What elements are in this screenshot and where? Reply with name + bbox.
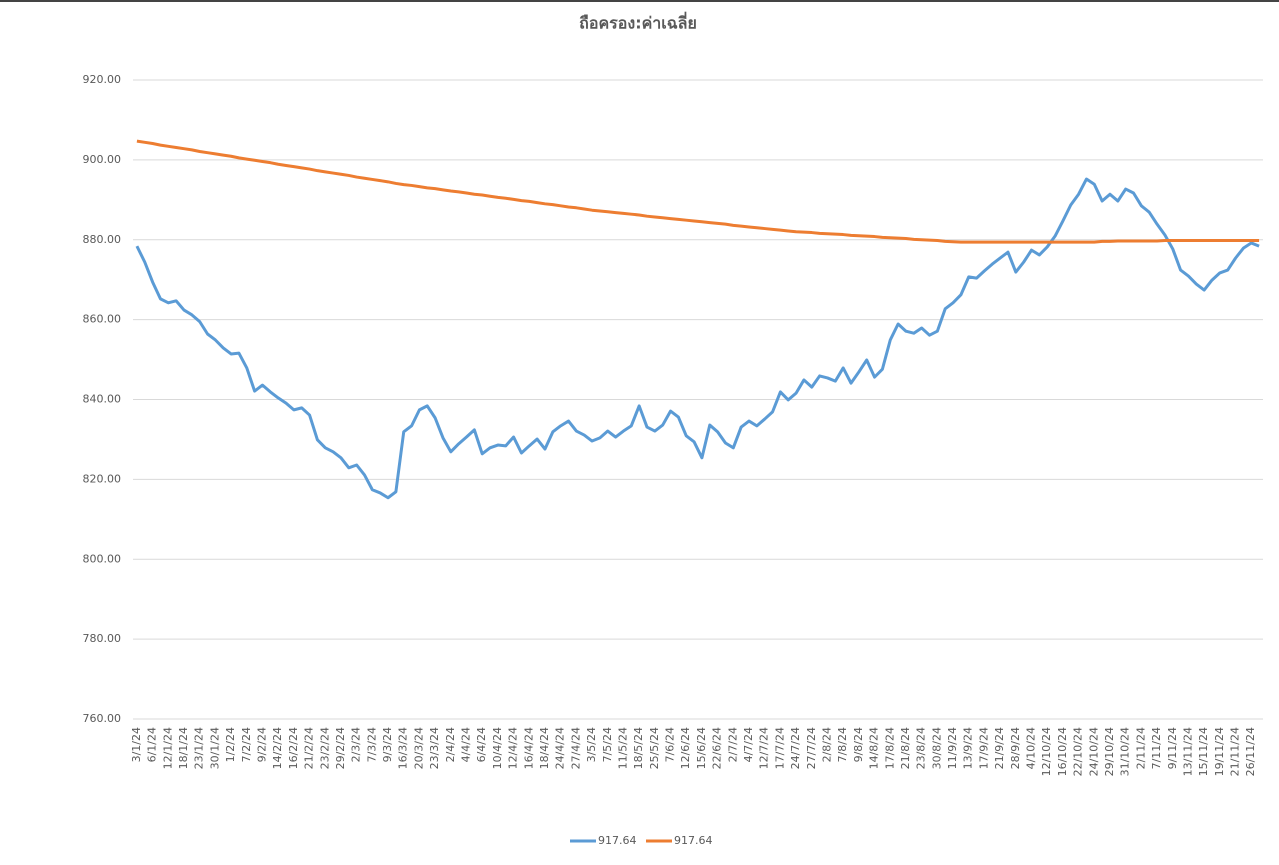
- x-tick-label: 14/2/24: [271, 727, 284, 769]
- x-tick-label: 12/6/24: [679, 727, 692, 769]
- x-tick-label: 2/8/24: [820, 727, 833, 762]
- x-tick-label: 7/8/24: [836, 727, 849, 762]
- x-tick-label: 13/9/24: [962, 727, 975, 769]
- x-tick-label: 22/10/24: [1072, 727, 1085, 776]
- x-tick-label: 16/10/24: [1056, 727, 1069, 776]
- series-line: [136, 139, 1260, 244]
- x-tick-label: 21/9/24: [993, 727, 1006, 769]
- x-tick-label: 23/3/24: [428, 727, 441, 769]
- x-tick-label: 17/9/24: [977, 727, 990, 769]
- x-tick-label: 2/4/24: [444, 727, 457, 762]
- x-tick-label: 23/1/24: [193, 727, 206, 769]
- x-tick-label: 15/11/24: [1197, 727, 1210, 776]
- y-tick-label: 840.00: [83, 393, 122, 406]
- y-tick-label: 920.00: [83, 73, 122, 86]
- x-tick-label: 28/9/24: [1009, 727, 1022, 769]
- x-tick-label: 7/11/24: [1150, 727, 1163, 769]
- x-tick-label: 6/1/24: [146, 727, 159, 762]
- x-tick-label: 7/6/24: [664, 727, 677, 762]
- x-tick-label: 1/2/24: [224, 727, 237, 762]
- y-tick-label: 900.00: [83, 153, 122, 166]
- x-tick-label: 25/5/24: [648, 727, 661, 769]
- x-tick-label: 17/7/24: [773, 727, 786, 769]
- x-tick-label: 9/2/24: [255, 727, 268, 762]
- top-bar: [0, 0, 1279, 2]
- x-tick-label: 24/4/24: [554, 727, 567, 769]
- x-tick-label: 3/5/24: [585, 727, 598, 762]
- y-tick-label: 780.00: [83, 632, 122, 645]
- x-tick-label: 3/1/24: [130, 727, 143, 762]
- x-tick-label: 9/8/24: [852, 727, 865, 762]
- x-tick-label: 10/4/24: [491, 727, 504, 769]
- x-tick-label: 19/11/24: [1213, 727, 1226, 776]
- x-tick-label: 9/3/24: [381, 727, 394, 762]
- x-tick-label: 14/8/24: [868, 727, 881, 769]
- x-tick-label: 30/1/24: [208, 727, 221, 769]
- x-tick-label: 16/3/24: [397, 727, 410, 769]
- series-line: [135, 177, 1260, 500]
- x-tick-label: 21/11/24: [1229, 727, 1242, 776]
- x-tick-label: 4/10/24: [1025, 727, 1038, 769]
- y-tick-label: 880.00: [83, 233, 122, 246]
- x-tick-label: 9/11/24: [1166, 727, 1179, 769]
- x-tick-label: 17/8/24: [883, 727, 896, 769]
- x-tick-label: 23/8/24: [915, 727, 928, 769]
- x-tick-label: 29/2/24: [334, 727, 347, 769]
- x-tick-label: 18/5/24: [632, 727, 645, 769]
- y-tick-label: 820.00: [83, 472, 122, 485]
- x-tick-label: 27/4/24: [569, 727, 582, 769]
- x-tick-label: 16/4/24: [522, 727, 535, 769]
- x-tick-label: 12/1/24: [161, 727, 174, 769]
- x-tick-label: 20/3/24: [412, 727, 425, 769]
- x-tick-label: 16/2/24: [287, 727, 300, 769]
- x-tick-label: 18/1/24: [177, 727, 190, 769]
- x-tick-label: 21/8/24: [899, 727, 912, 769]
- chart-title: ถือครอง:ค่าเฉลี่ย: [579, 12, 697, 33]
- y-tick-label: 800.00: [83, 552, 122, 565]
- x-tick-label: 2/3/24: [350, 727, 363, 762]
- x-tick-label: 12/7/24: [758, 727, 771, 769]
- x-tick-label: 23/2/24: [318, 727, 331, 769]
- x-tick-label: 31/10/24: [1119, 727, 1132, 776]
- x-tick-label: 18/4/24: [538, 727, 551, 769]
- x-tick-label: 7/3/24: [365, 727, 378, 762]
- x-tick-label: 4/7/24: [742, 727, 755, 762]
- y-tick-label: 860.00: [83, 313, 122, 326]
- x-tick-label: 29/10/24: [1103, 727, 1116, 776]
- x-tick-label: 2/11/24: [1134, 727, 1147, 769]
- x-tick-label: 12/4/24: [507, 727, 520, 769]
- x-tick-label: 22/6/24: [711, 727, 724, 769]
- x-tick-label: 13/11/24: [1181, 727, 1194, 776]
- legend-label: 917.64: [598, 834, 637, 847]
- x-tick-label: 15/6/24: [695, 727, 708, 769]
- x-tick-label: 2/7/24: [726, 727, 739, 762]
- x-tick-label: 4/4/24: [460, 727, 473, 762]
- x-tick-label: 27/7/24: [805, 727, 818, 769]
- y-tick-label: 760.00: [83, 712, 122, 725]
- x-tick-label: 7/2/24: [240, 727, 253, 762]
- x-tick-label: 24/10/24: [1087, 727, 1100, 776]
- x-tick-label: 12/10/24: [1040, 727, 1053, 776]
- x-tick-label: 26/11/24: [1244, 727, 1257, 776]
- x-tick-label: 6/4/24: [475, 727, 488, 762]
- x-tick-label: 11/9/24: [946, 727, 959, 769]
- x-tick-label: 21/2/24: [303, 727, 316, 769]
- legend-label: 917.64: [674, 834, 713, 847]
- x-tick-label: 7/5/24: [601, 727, 614, 762]
- x-tick-label: 24/7/24: [789, 727, 802, 769]
- x-tick-label: 11/5/24: [616, 727, 629, 769]
- x-tick-label: 30/8/24: [930, 727, 943, 769]
